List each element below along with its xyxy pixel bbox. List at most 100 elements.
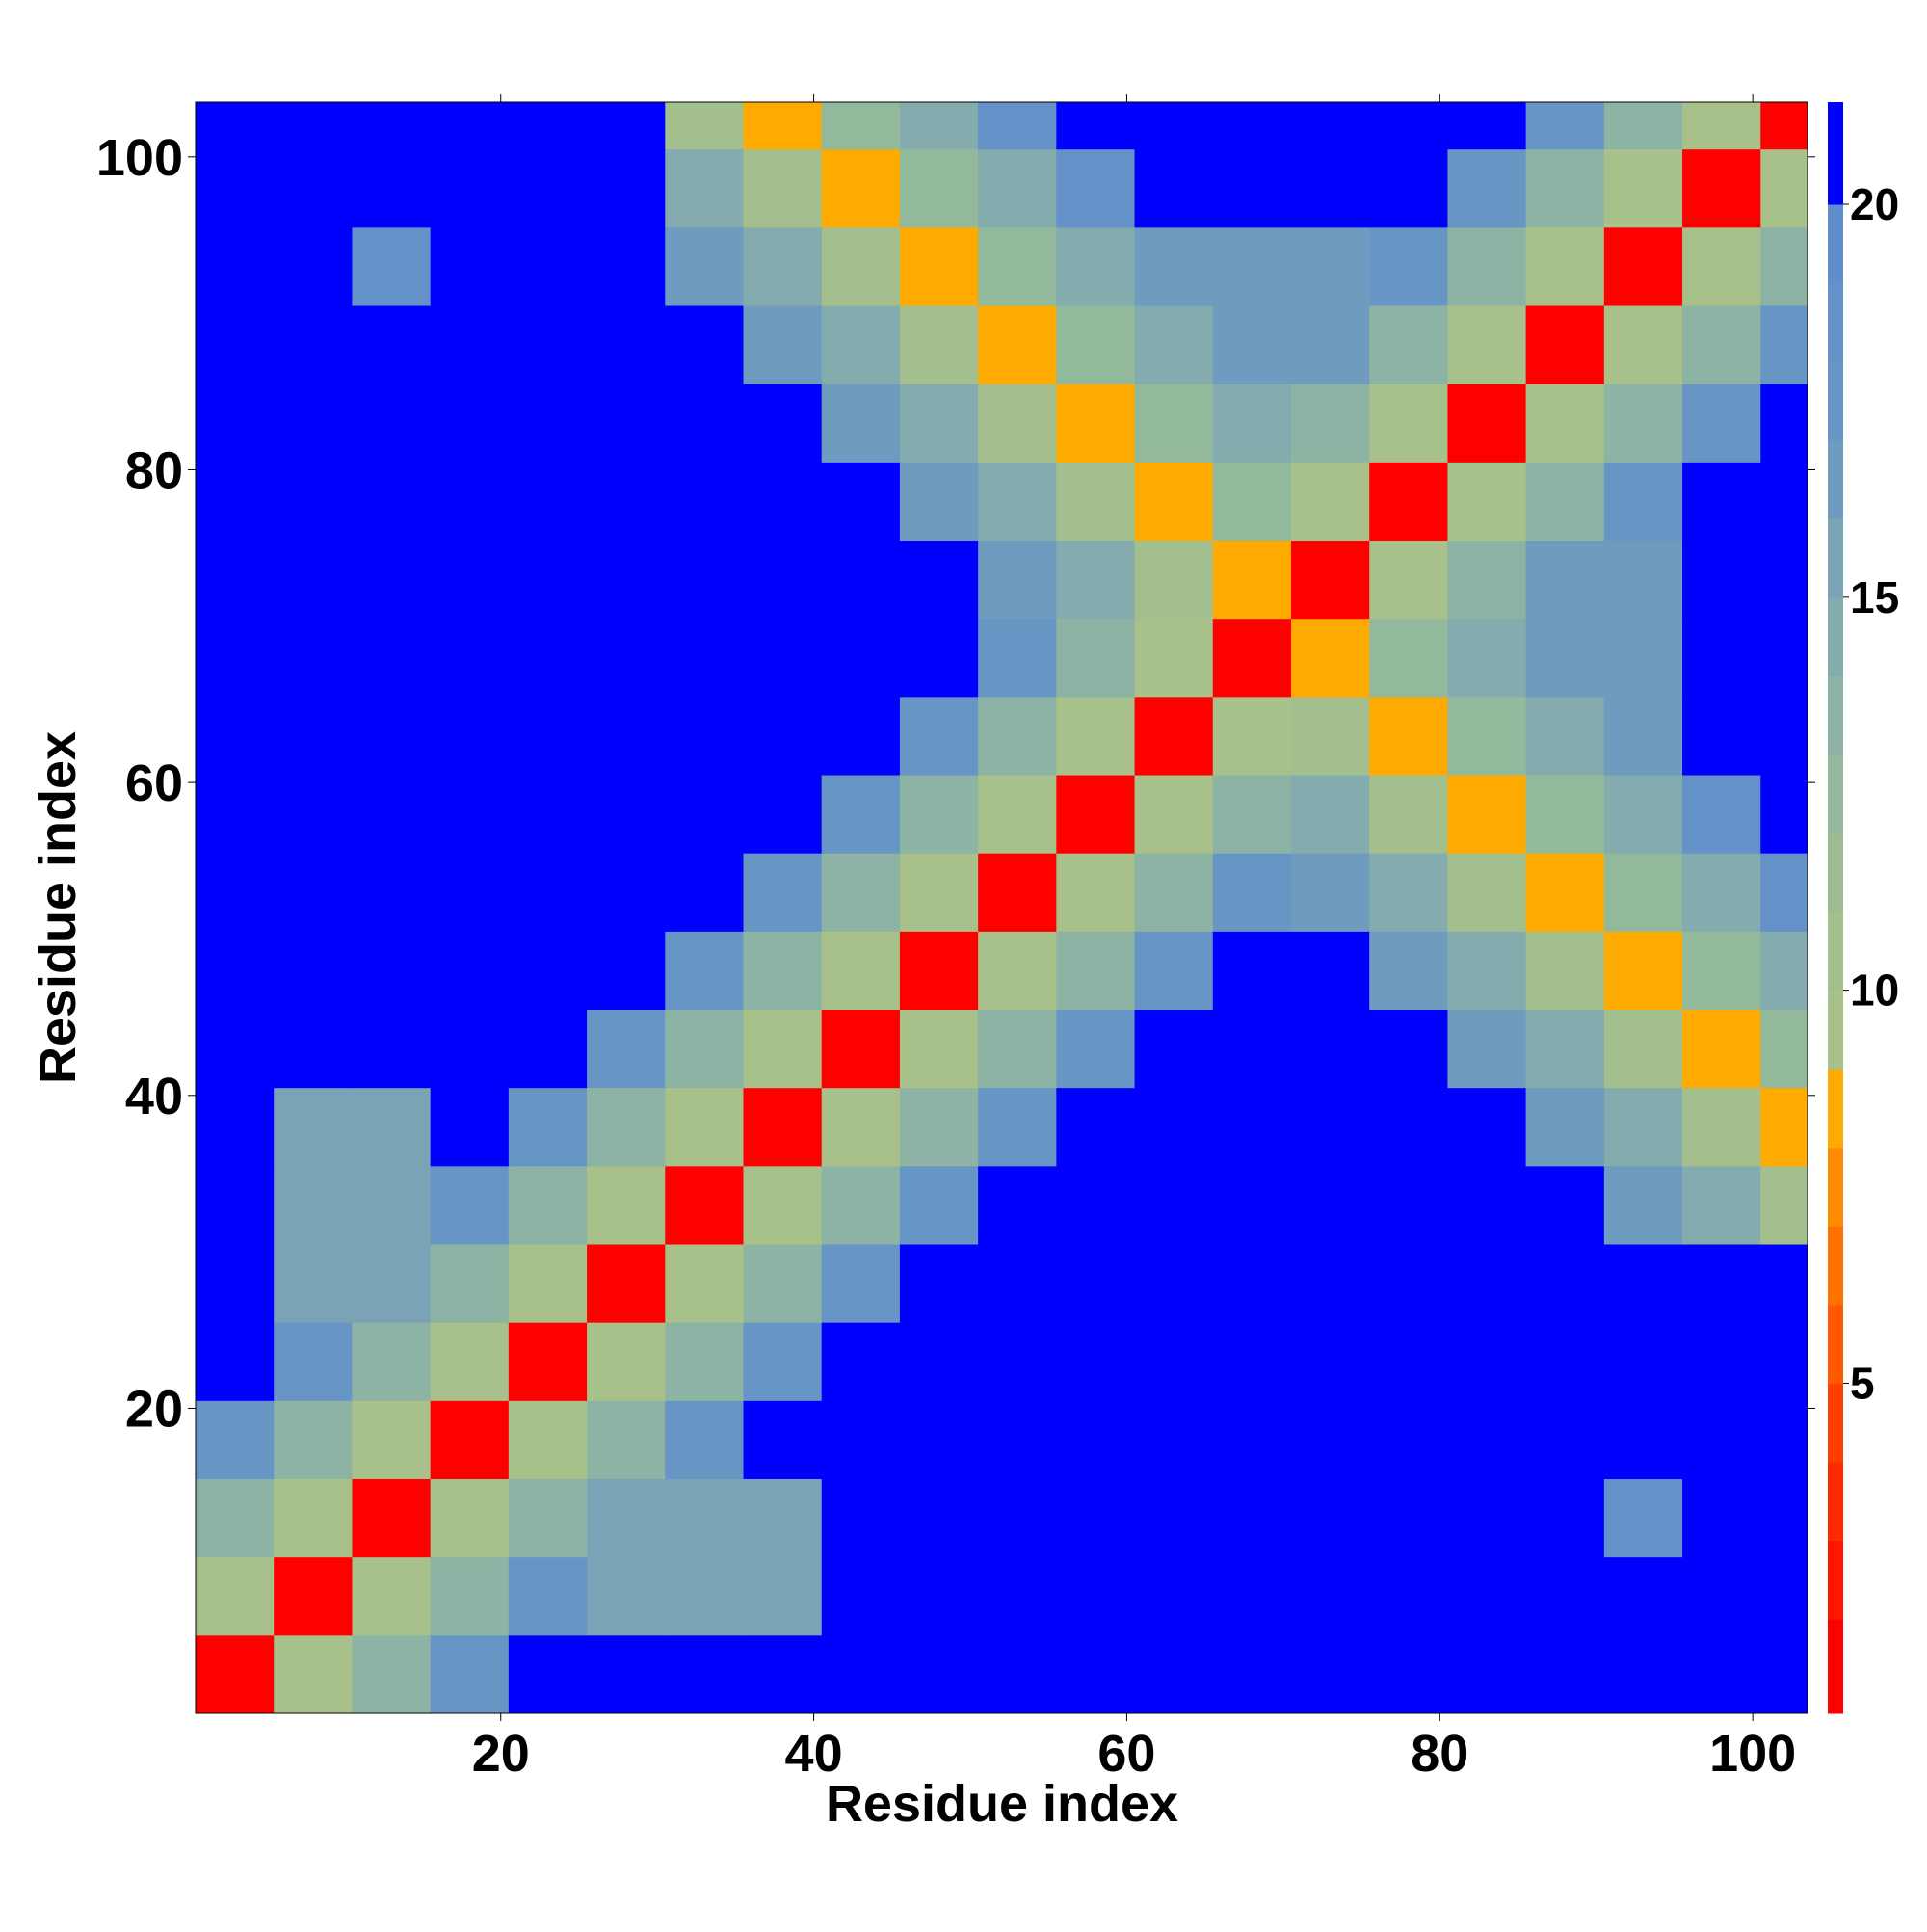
heatmap-cell xyxy=(430,1087,510,1167)
heatmap-cell xyxy=(1369,1556,1448,1636)
heatmap-cell xyxy=(1760,1009,1808,1089)
heatmap-cell xyxy=(1525,1009,1605,1089)
heatmap-cell xyxy=(1369,931,1448,1011)
heatmap-cell xyxy=(743,1322,823,1401)
heatmap-cell xyxy=(274,1556,353,1636)
colorbar-segment xyxy=(1828,1226,1843,1306)
heatmap-cells xyxy=(196,102,1808,1713)
heatmap-cell xyxy=(1682,696,1761,776)
heatmap-cell xyxy=(1525,1322,1605,1401)
heatmap-cell xyxy=(274,775,353,854)
heatmap-cell xyxy=(1447,1087,1527,1167)
heatmap-cell xyxy=(1603,384,1683,463)
heatmap-cell xyxy=(743,384,823,463)
heatmap-cell xyxy=(1212,775,1292,854)
heatmap-cell xyxy=(1447,1400,1527,1480)
heatmap-cell xyxy=(430,226,510,306)
heatmap-cell xyxy=(1369,696,1448,776)
heatmap-cell xyxy=(1212,226,1292,306)
colorbar-segment xyxy=(1828,912,1843,992)
heatmap-cell xyxy=(352,931,432,1011)
heatmap-cell xyxy=(665,462,744,542)
heatmap-cell xyxy=(196,696,275,776)
x-axis-title: Residue index xyxy=(826,1775,1178,1833)
y-tick-label: 20 xyxy=(125,1380,183,1438)
heatmap-cell xyxy=(508,462,588,542)
heatmap-cell xyxy=(430,540,510,620)
heatmap-cell xyxy=(508,1244,588,1323)
heatmap-cell xyxy=(508,853,588,932)
heatmap-cell xyxy=(743,1009,823,1089)
heatmap-cell xyxy=(1290,462,1370,542)
heatmap-cell xyxy=(743,305,823,384)
heatmap-cell xyxy=(1056,1556,1136,1636)
heatmap-cell xyxy=(821,696,901,776)
heatmap-cell xyxy=(1525,1165,1605,1245)
x-tick-label: 40 xyxy=(785,1725,843,1783)
heatmap-cell xyxy=(1369,384,1448,463)
heatmap-cell xyxy=(274,1322,353,1401)
heatmap-cell xyxy=(1682,305,1761,384)
x-tick-label: 100 xyxy=(1709,1725,1796,1783)
heatmap-cell xyxy=(587,1556,666,1636)
heatmap-cell xyxy=(743,462,823,542)
heatmap-cell xyxy=(1134,1165,1214,1245)
heatmap-cell xyxy=(1447,384,1527,463)
heatmap-cell xyxy=(1603,1634,1683,1713)
heatmap-cell xyxy=(665,1087,744,1167)
heatmap-cell xyxy=(1682,931,1761,1011)
heatmap-cell xyxy=(1290,1400,1370,1480)
x-tick-label: 20 xyxy=(472,1725,530,1783)
heatmap-cell xyxy=(587,618,666,698)
heatmap-cell xyxy=(352,1322,432,1401)
heatmap-cell xyxy=(274,1400,353,1480)
heatmap-cell xyxy=(1525,462,1605,542)
heatmap-cell xyxy=(587,853,666,932)
heatmap-cell xyxy=(587,462,666,542)
heatmap-cell xyxy=(1056,1322,1136,1401)
heatmap-cell xyxy=(978,775,1057,854)
heatmap-cell xyxy=(743,1244,823,1323)
heatmap-cell xyxy=(196,102,275,150)
heatmap-cell xyxy=(196,1244,275,1323)
heatmap-cell xyxy=(1525,148,1605,228)
heatmap-cell xyxy=(1760,1087,1808,1167)
heatmap-cell xyxy=(1525,305,1605,384)
heatmap-cell xyxy=(665,775,744,854)
heatmap-cell xyxy=(1134,1400,1214,1480)
heatmap-cell xyxy=(1603,931,1683,1011)
heatmap-cell xyxy=(1212,1244,1292,1323)
heatmap-cell xyxy=(743,618,823,698)
colorbar-segment xyxy=(1828,1304,1843,1384)
heatmap-cell xyxy=(899,1556,979,1636)
heatmap-cell xyxy=(1447,462,1527,542)
heatmap-cell xyxy=(665,305,744,384)
heatmap-cell xyxy=(352,384,432,463)
heatmap-cell xyxy=(1212,853,1292,932)
heatmap-cell xyxy=(587,1634,666,1713)
heatmap-cell xyxy=(274,384,353,463)
heatmap-cell xyxy=(821,1087,901,1167)
heatmap-cell xyxy=(1369,775,1448,854)
heatmap-cell xyxy=(665,1009,744,1089)
heatmap-cell xyxy=(352,102,432,150)
heatmap-cell xyxy=(1290,931,1370,1011)
heatmap-cell xyxy=(1682,148,1761,228)
heatmap-cell xyxy=(978,1165,1057,1245)
heatmap-cell xyxy=(899,696,979,776)
heatmap-cell xyxy=(1134,384,1214,463)
heatmap-cell xyxy=(1760,102,1808,150)
heatmap-cell xyxy=(274,1244,353,1323)
heatmap-cell xyxy=(665,384,744,463)
heatmap-cell xyxy=(821,618,901,698)
heatmap-cell xyxy=(1447,1478,1527,1558)
heatmap-cell xyxy=(899,1244,979,1323)
heatmap-cell xyxy=(1212,1478,1292,1558)
heatmap-cell xyxy=(430,1322,510,1401)
heatmap-cell xyxy=(1056,462,1136,542)
heatmap-cell xyxy=(196,305,275,384)
heatmap-cell xyxy=(430,102,510,150)
heatmap-cell xyxy=(1603,540,1683,620)
heatmap-cell xyxy=(978,1009,1057,1089)
heatmap-cell xyxy=(978,618,1057,698)
